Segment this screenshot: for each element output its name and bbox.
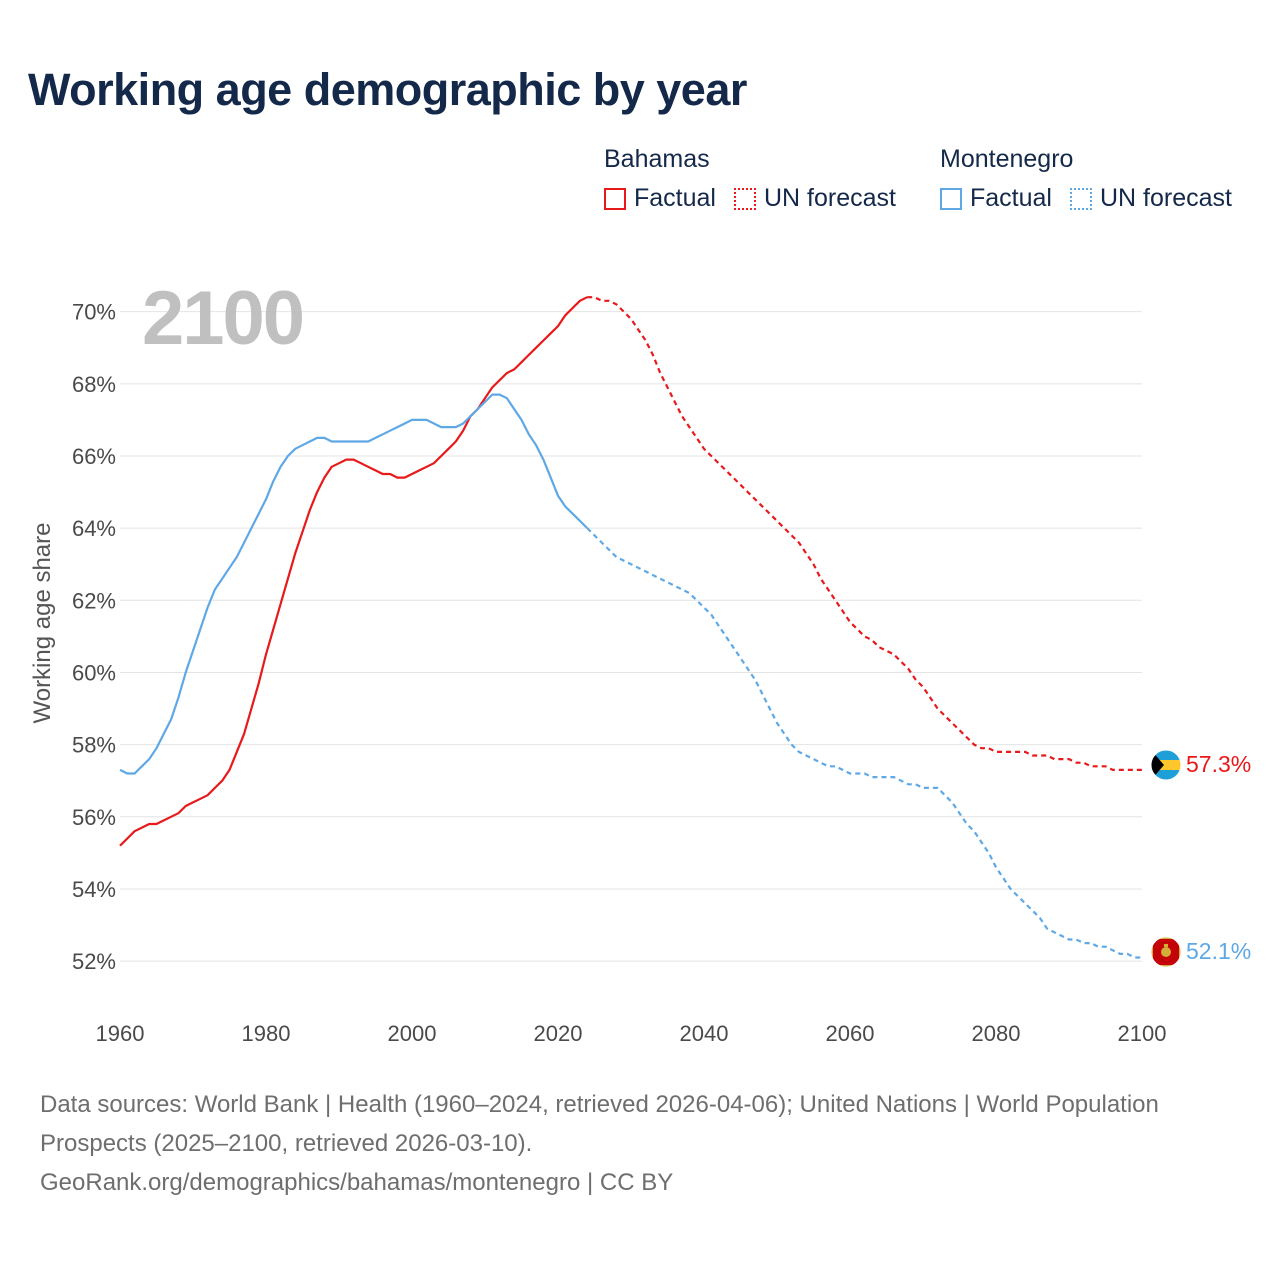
bahamas-flag-icon [1150, 749, 1182, 781]
legend-swatch-solid [940, 187, 962, 210]
x-tick-label: 2080 [972, 1021, 1021, 1046]
axis-ticks: 52% 54% 56% 58% 60% 62% 64% 66% 68% 70% 1960 1980 20… [72, 300, 1167, 1046]
grid-lines [120, 311, 1142, 962]
x-tick-label: 2060 [826, 1021, 875, 1046]
y-tick-label: 60% [72, 660, 116, 685]
footer-attribution[interactable]: GeoRank.org/demographics/bahamas/montene… [40, 1169, 674, 1196]
y-tick-label: 52% [72, 949, 116, 974]
legend-label: Factual [634, 184, 716, 212]
x-tick-label: 2100 [1118, 1021, 1167, 1046]
bahamas-factual-line [119, 296, 588, 847]
legend-group-name: Bahamas [604, 145, 710, 173]
footer: Data sources: World Bank | Health (1960–… [40, 1085, 1190, 1202]
year-overlay: 2100 [142, 276, 303, 361]
y-tick-label: 56% [72, 805, 116, 830]
chart-title: Working age demographic by year [28, 64, 747, 115]
montenegro-forecast-line [586, 527, 1142, 959]
series-lines [119, 296, 1142, 959]
legend-swatch-solid [604, 187, 626, 210]
legend-label: UN forecast [763, 184, 896, 212]
x-tick-label: 1980 [242, 1021, 291, 1046]
legend-group-montenegro: Montenegro Factual UN forecast [940, 142, 1250, 213]
footer-sources: Data sources: World Bank | Health (1960–… [40, 1091, 1159, 1157]
bahamas-forecast-line [587, 296, 1142, 771]
y-tick-label: 64% [72, 516, 116, 541]
legend-montenegro-forecast[interactable]: UN forecast [1069, 184, 1232, 213]
line-chart: 52% 54% 56% 58% 60% 62% 64% 66% 68% 70% 1960 1980 20… [29, 276, 1251, 1046]
y-tick-label: 68% [72, 372, 116, 397]
x-tick-label: 1960 [96, 1021, 145, 1046]
legend-bahamas-factual[interactable]: Factual [604, 184, 716, 213]
y-tick-label: 70% [72, 300, 116, 325]
x-tick-label: 2000 [388, 1021, 437, 1046]
legend-label: Factual [970, 184, 1052, 212]
legend-bahamas-forecast[interactable]: UN forecast [733, 184, 896, 213]
legend-label: UN forecast [1099, 184, 1232, 212]
y-axis-label: Working age share [29, 523, 56, 724]
legend-swatch-dotted [733, 187, 756, 210]
x-tick-label: 2040 [680, 1021, 729, 1046]
y-tick-label: 66% [72, 444, 116, 469]
legend-montenegro-factual[interactable]: Factual [940, 184, 1052, 213]
legend-swatch-dotted [1069, 187, 1092, 210]
montenegro-factual-line [119, 393, 588, 775]
y-tick-label: 58% [72, 733, 116, 758]
end-label-montenegro: 52.1% [1186, 938, 1251, 964]
y-tick-label: 62% [72, 588, 116, 613]
y-tick-label: 54% [72, 877, 116, 902]
legend-group-bahamas: Bahamas Factual UN forecast [604, 142, 914, 213]
legend-group-name: Montenegro [940, 145, 1074, 173]
montenegro-flag-icon [1150, 936, 1182, 968]
x-tick-label: 2020 [534, 1021, 583, 1046]
end-label-bahamas: 57.3% [1186, 751, 1251, 777]
